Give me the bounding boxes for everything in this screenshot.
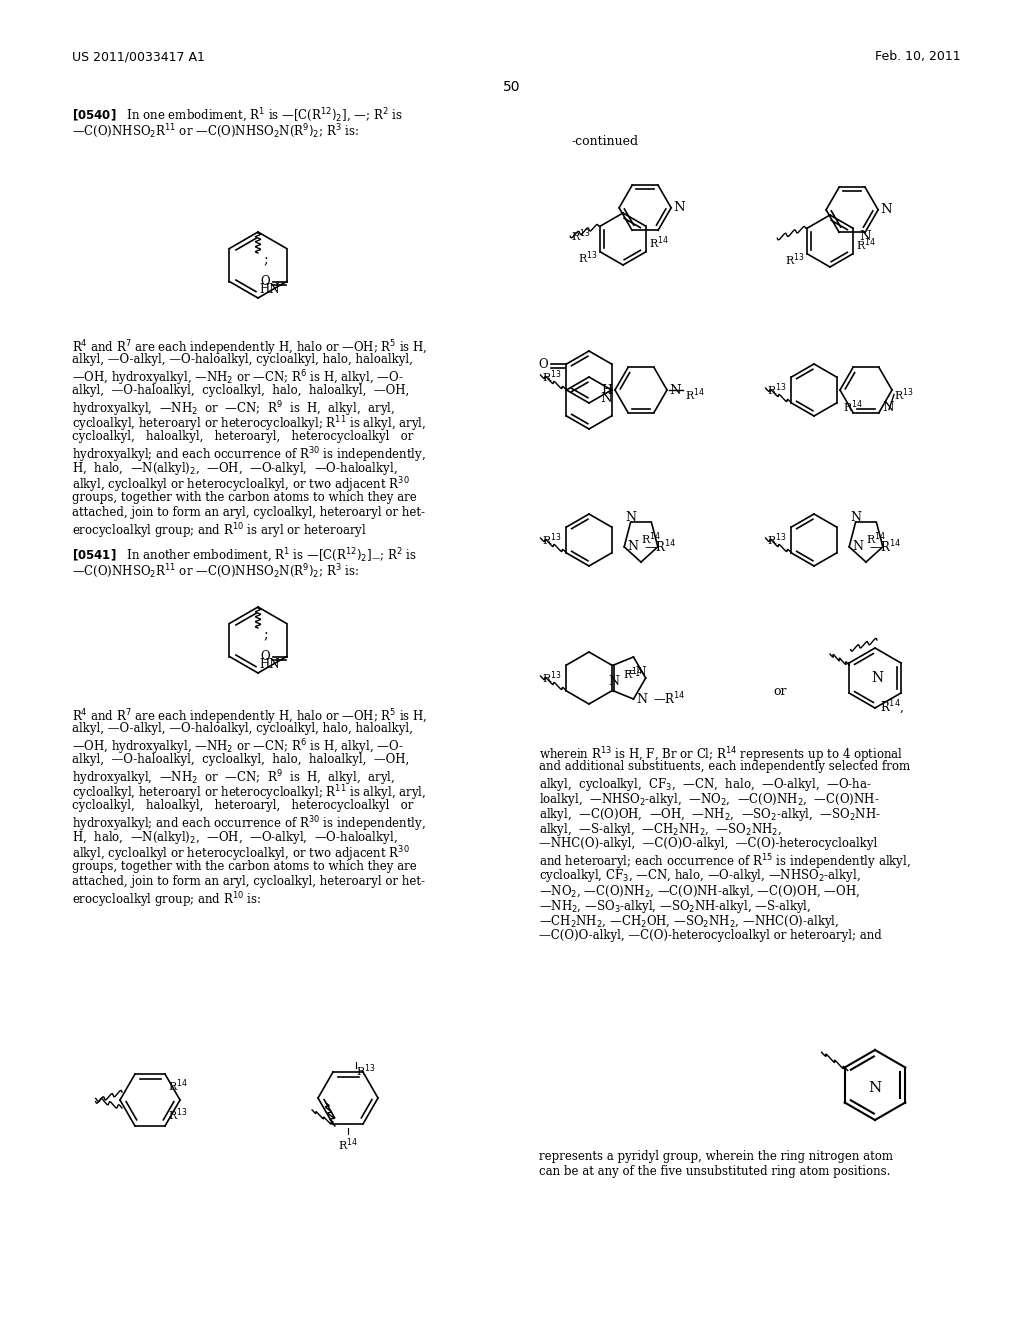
Text: R$^{13}$: R$^{13}$ — [767, 381, 786, 399]
Text: R$^{13}$: R$^{13}$ — [570, 227, 591, 244]
Text: H: H — [601, 384, 612, 396]
Text: cycloalkyl, CF$_3$, —CN, halo, —O-alkyl, —NHSO$_2$-alkyl,: cycloalkyl, CF$_3$, —CN, halo, —O-alkyl,… — [539, 867, 861, 884]
Text: N: N — [871, 671, 883, 685]
Text: N: N — [637, 693, 647, 705]
Text: =N: =N — [626, 667, 647, 680]
Text: —R$^{14}$: —R$^{14}$ — [869, 539, 902, 556]
Text: —C(O)O-alkyl, —C(O)-heterocycloalkyl or heteroaryl; and: —C(O)O-alkyl, —C(O)-heterocycloalkyl or … — [539, 928, 882, 941]
Text: hydroxyalkyl,  —NH$_2$  or  —CN;  R$^9$  is  H,  alkyl,  aryl,: hydroxyalkyl, —NH$_2$ or —CN; R$^9$ is H… — [72, 399, 395, 418]
Text: N: N — [627, 540, 638, 553]
Text: R$^{14}$: R$^{14}$ — [338, 1137, 358, 1152]
Text: alkyl, —O-alkyl, —O-haloalkyl, cycloalkyl, halo, haloalkyl,: alkyl, —O-alkyl, —O-haloalkyl, cycloalky… — [72, 722, 413, 735]
Text: cycloalkyl,   haloalkyl,   heteroaryl,   heterocycloalkyl   or: cycloalkyl, haloalkyl, heteroaryl, heter… — [72, 799, 414, 812]
Text: N: N — [673, 201, 685, 214]
Text: erocycloalkyl group; and R$^{10}$ is:: erocycloalkyl group; and R$^{10}$ is: — [72, 891, 261, 911]
Text: —R$^{14}$: —R$^{14}$ — [644, 539, 677, 556]
Text: O: O — [260, 649, 269, 663]
Text: R$^{14}$,: R$^{14}$, — [880, 700, 904, 717]
Text: N: N — [859, 230, 871, 243]
Text: N: N — [600, 392, 612, 404]
Text: alkyl, cycloalkyl or heterocycloalkyl, or two adjacent R$^{30}$: alkyl, cycloalkyl or heterocycloalkyl, o… — [72, 475, 410, 495]
Text: attached, join to form an aryl, cycloalkyl, heteroaryl or het-: attached, join to form an aryl, cycloalk… — [72, 507, 425, 519]
Text: R$^{13}$: R$^{13}$ — [894, 387, 913, 403]
Text: R$^{13}$: R$^{13}$ — [168, 1106, 187, 1123]
Text: hydroxyalkyl; and each occurrence of R$^{30}$ is independently,: hydroxyalkyl; and each occurrence of R$^… — [72, 445, 426, 465]
Text: —C(O)NHSO$_2$R$^{11}$ or —C(O)NHSO$_2$N(R$^9)_2$; R$^3$ is:: —C(O)NHSO$_2$R$^{11}$ or —C(O)NHSO$_2$N(… — [72, 121, 359, 140]
Text: can be at any of the five unsubstituted ring atom positions.: can be at any of the five unsubstituted … — [539, 1166, 891, 1177]
Text: $\bf{[0541]}$   In another embodiment, R$^1$ is —[C(R$^{12})_2$]$_—$; R$^2$ is: $\bf{[0541]}$ In another embodiment, R$^… — [72, 546, 417, 565]
Text: —NHC(O)-alkyl,  —C(O)O-alkyl,  —C(O)-heterocycloalkyl: —NHC(O)-alkyl, —C(O)O-alkyl, —C(O)-heter… — [539, 837, 878, 850]
Text: cycloalkyl, heteroaryl or heterocycloalkyl; R$^{11}$ is alkyl, aryl,: cycloalkyl, heteroaryl or heterocycloalk… — [72, 414, 426, 434]
Text: —C(O)NHSO$_2$R$^{11}$ or —C(O)NHSO$_2$N(R$^9)_2$; R$^3$ is:: —C(O)NHSO$_2$R$^{11}$ or —C(O)NHSO$_2$N(… — [72, 562, 359, 579]
Text: alkyl, —O-alkyl, —O-haloalkyl, cycloalkyl, halo, haloalkyl,: alkyl, —O-alkyl, —O-haloalkyl, cycloalky… — [72, 354, 413, 366]
Text: R$^{13}$: R$^{13}$ — [578, 249, 597, 265]
Text: and heteroaryl; each occurrence of R$^{15}$ is independently alkyl,: and heteroaryl; each occurrence of R$^{1… — [539, 853, 911, 871]
Text: attached, join to form an aryl, cycloalkyl, heteroaryl or het-: attached, join to form an aryl, cycloalk… — [72, 875, 425, 888]
Text: cycloalkyl,   haloalkyl,   heteroaryl,   heterocycloalkyl   or: cycloalkyl, haloalkyl, heteroaryl, heter… — [72, 430, 414, 442]
Text: O: O — [260, 275, 269, 288]
Text: represents a pyridyl group, wherein the ring nitrogen atom: represents a pyridyl group, wherein the … — [539, 1150, 893, 1163]
Text: erocycloalkyl group; and R$^{10}$ is aryl or heteroaryl: erocycloalkyl group; and R$^{10}$ is ary… — [72, 521, 367, 541]
Text: N: N — [880, 203, 892, 216]
Text: R$^{14}$: R$^{14}$ — [685, 387, 705, 404]
Text: hydroxyalkyl,  —NH$_2$  or  —CN;  R$^9$  is  H,  alkyl,  aryl,: hydroxyalkyl, —NH$_2$ or —CN; R$^9$ is H… — [72, 768, 395, 788]
Text: R$^{14}$: R$^{14}$ — [168, 1077, 188, 1093]
Text: R$^{14}$: R$^{14}$ — [855, 236, 876, 252]
Text: R$^{13}$: R$^{13}$ — [542, 532, 561, 548]
Text: R$^4$ and R$^7$ are each independently H, halo or —OH; R$^5$ is H,: R$^4$ and R$^7$ are each independently H… — [72, 708, 428, 726]
Text: R$^{14}$: R$^{14}$ — [866, 531, 887, 546]
Text: N: N — [850, 511, 861, 524]
Text: ;: ; — [263, 628, 267, 642]
Text: —NH$_2$, —SO$_3$-alkyl, —SO$_2$NH-alkyl, —S-alkyl,: —NH$_2$, —SO$_3$-alkyl, —SO$_2$NH-alkyl,… — [539, 898, 811, 915]
Text: R$^{13}$: R$^{13}$ — [767, 532, 786, 548]
Text: alkyl,  —C(O)OH,  —OH,  —NH$_2$,  —SO$_2$-alkyl,  —SO$_2$NH-: alkyl, —C(O)OH, —OH, —NH$_2$, —SO$_2$-al… — [539, 807, 881, 824]
Text: alkyl,  cycloalkyl,  CF$_3$,  —CN,  halo,  —O-alkyl,  —O-ha-: alkyl, cycloalkyl, CF$_3$, —CN, halo, —O… — [539, 776, 871, 792]
Text: alkyl,  —O-haloalkyl,  cycloalkyl,  halo,  haloalkyl,  —OH,: alkyl, —O-haloalkyl, cycloalkyl, halo, h… — [72, 384, 410, 397]
Text: hydroxyalkyl; and each occurrence of R$^{30}$ is independently,: hydroxyalkyl; and each occurrence of R$^… — [72, 814, 426, 834]
Text: —OH, hydroxyalkyl, —NH$_2$ or —CN; R$^6$ is H, alkyl, —O-: —OH, hydroxyalkyl, —NH$_2$ or —CN; R$^6$… — [72, 738, 403, 758]
Text: R$^{13}$: R$^{13}$ — [356, 1063, 376, 1078]
Text: N: N — [669, 384, 681, 396]
Text: R$^{13}$: R$^{13}$ — [542, 368, 561, 385]
Text: or: or — [773, 685, 786, 698]
Text: groups, together with the carbon atoms to which they are: groups, together with the carbon atoms t… — [72, 861, 417, 873]
Text: R$^4$ and R$^7$ are each independently H, halo or —OH; R$^5$ is H,: R$^4$ and R$^7$ are each independently H… — [72, 338, 428, 358]
Text: groups, together with the carbon atoms to which they are: groups, together with the carbon atoms t… — [72, 491, 417, 504]
Text: alkyl, cycloalkyl or heterocycloalkyl, or two adjacent R$^{30}$: alkyl, cycloalkyl or heterocycloalkyl, o… — [72, 845, 410, 865]
Text: O: O — [539, 358, 549, 371]
Text: alkyl,  —S-alkyl,  —CH$_2$NH$_2$,  —SO$_2$NH$_2$,: alkyl, —S-alkyl, —CH$_2$NH$_2$, —SO$_2$N… — [539, 821, 782, 838]
Text: $\bf{[0540]}$   In one embodiment, R$^1$ is —[C(R$^{12})_2$], —; R$^2$ is: $\bf{[0540]}$ In one embodiment, R$^1$ i… — [72, 107, 402, 125]
Text: wherein R$^{13}$ is H, F, Br or Cl; R$^{14}$ represents up to 4 optional: wherein R$^{13}$ is H, F, Br or Cl; R$^{… — [539, 744, 903, 764]
Text: —OH, hydroxyalkyl, —NH$_2$ or —CN; R$^6$ is H, alkyl, —O-: —OH, hydroxyalkyl, —NH$_2$ or —CN; R$^6$… — [72, 368, 403, 388]
Text: cycloalkyl, heteroaryl or heterocycloalkyl; R$^{11}$ is alkyl, aryl,: cycloalkyl, heteroaryl or heterocycloalk… — [72, 784, 426, 803]
Text: ;: ; — [263, 253, 267, 267]
Text: HN: HN — [259, 282, 280, 296]
Text: —NO$_2$, —C(O)NH$_2$, —C(O)NH-alkyl, —C(O)OH, —OH,: —NO$_2$, —C(O)NH$_2$, —C(O)NH-alkyl, —C(… — [539, 883, 860, 900]
Text: H,  halo,  —N(alkyl)$_2$,  —OH,  —O-alkyl,  —O-haloalkyl,: H, halo, —N(alkyl)$_2$, —OH, —O-alkyl, —… — [72, 829, 397, 846]
Text: —CH$_2$NH$_2$, —CH$_2$OH, —SO$_2$NH$_2$, —NHC(O)-alkyl,: —CH$_2$NH$_2$, —CH$_2$OH, —SO$_2$NH$_2$,… — [539, 913, 840, 931]
Text: US 2011/0033417 A1: US 2011/0033417 A1 — [72, 50, 205, 63]
Text: alkyl,  —O-haloalkyl,  cycloalkyl,  halo,  haloalkyl,  —OH,: alkyl, —O-haloalkyl, cycloalkyl, halo, h… — [72, 752, 410, 766]
Text: loalkyl,  —NHSO$_2$-alkyl,  —NO$_2$,  —C(O)NH$_2$,  —C(O)NH-: loalkyl, —NHSO$_2$-alkyl, —NO$_2$, —C(O)… — [539, 791, 880, 808]
Text: —R$^{14}$: —R$^{14}$ — [653, 690, 686, 708]
Text: R$^{13}$: R$^{13}$ — [784, 251, 805, 268]
Text: 50: 50 — [503, 81, 521, 94]
Text: R$^{13}$: R$^{13}$ — [542, 669, 561, 686]
Text: Feb. 10, 2011: Feb. 10, 2011 — [874, 50, 961, 63]
Text: -continued: -continued — [572, 135, 639, 148]
Text: N: N — [852, 540, 863, 553]
Text: H,  halo,  —N(alkyl)$_2$,  —OH,  —O-alkyl,  —O-haloalkyl,: H, halo, —N(alkyl)$_2$, —OH, —O-alkyl, —… — [72, 461, 397, 478]
Text: R$^{14}$: R$^{14}$ — [843, 399, 863, 414]
Text: N: N — [608, 675, 620, 688]
Text: R$^{14}$: R$^{14}$ — [624, 665, 643, 681]
Text: N: N — [625, 511, 636, 524]
Text: and additional substituents, each independently selected from: and additional substituents, each indepe… — [539, 760, 910, 774]
Text: N: N — [868, 1081, 882, 1096]
Text: HN: HN — [259, 657, 280, 671]
Text: R$^{14}$: R$^{14}$ — [641, 531, 662, 546]
Text: N: N — [882, 401, 894, 414]
Text: R$^{14}$: R$^{14}$ — [648, 234, 669, 251]
